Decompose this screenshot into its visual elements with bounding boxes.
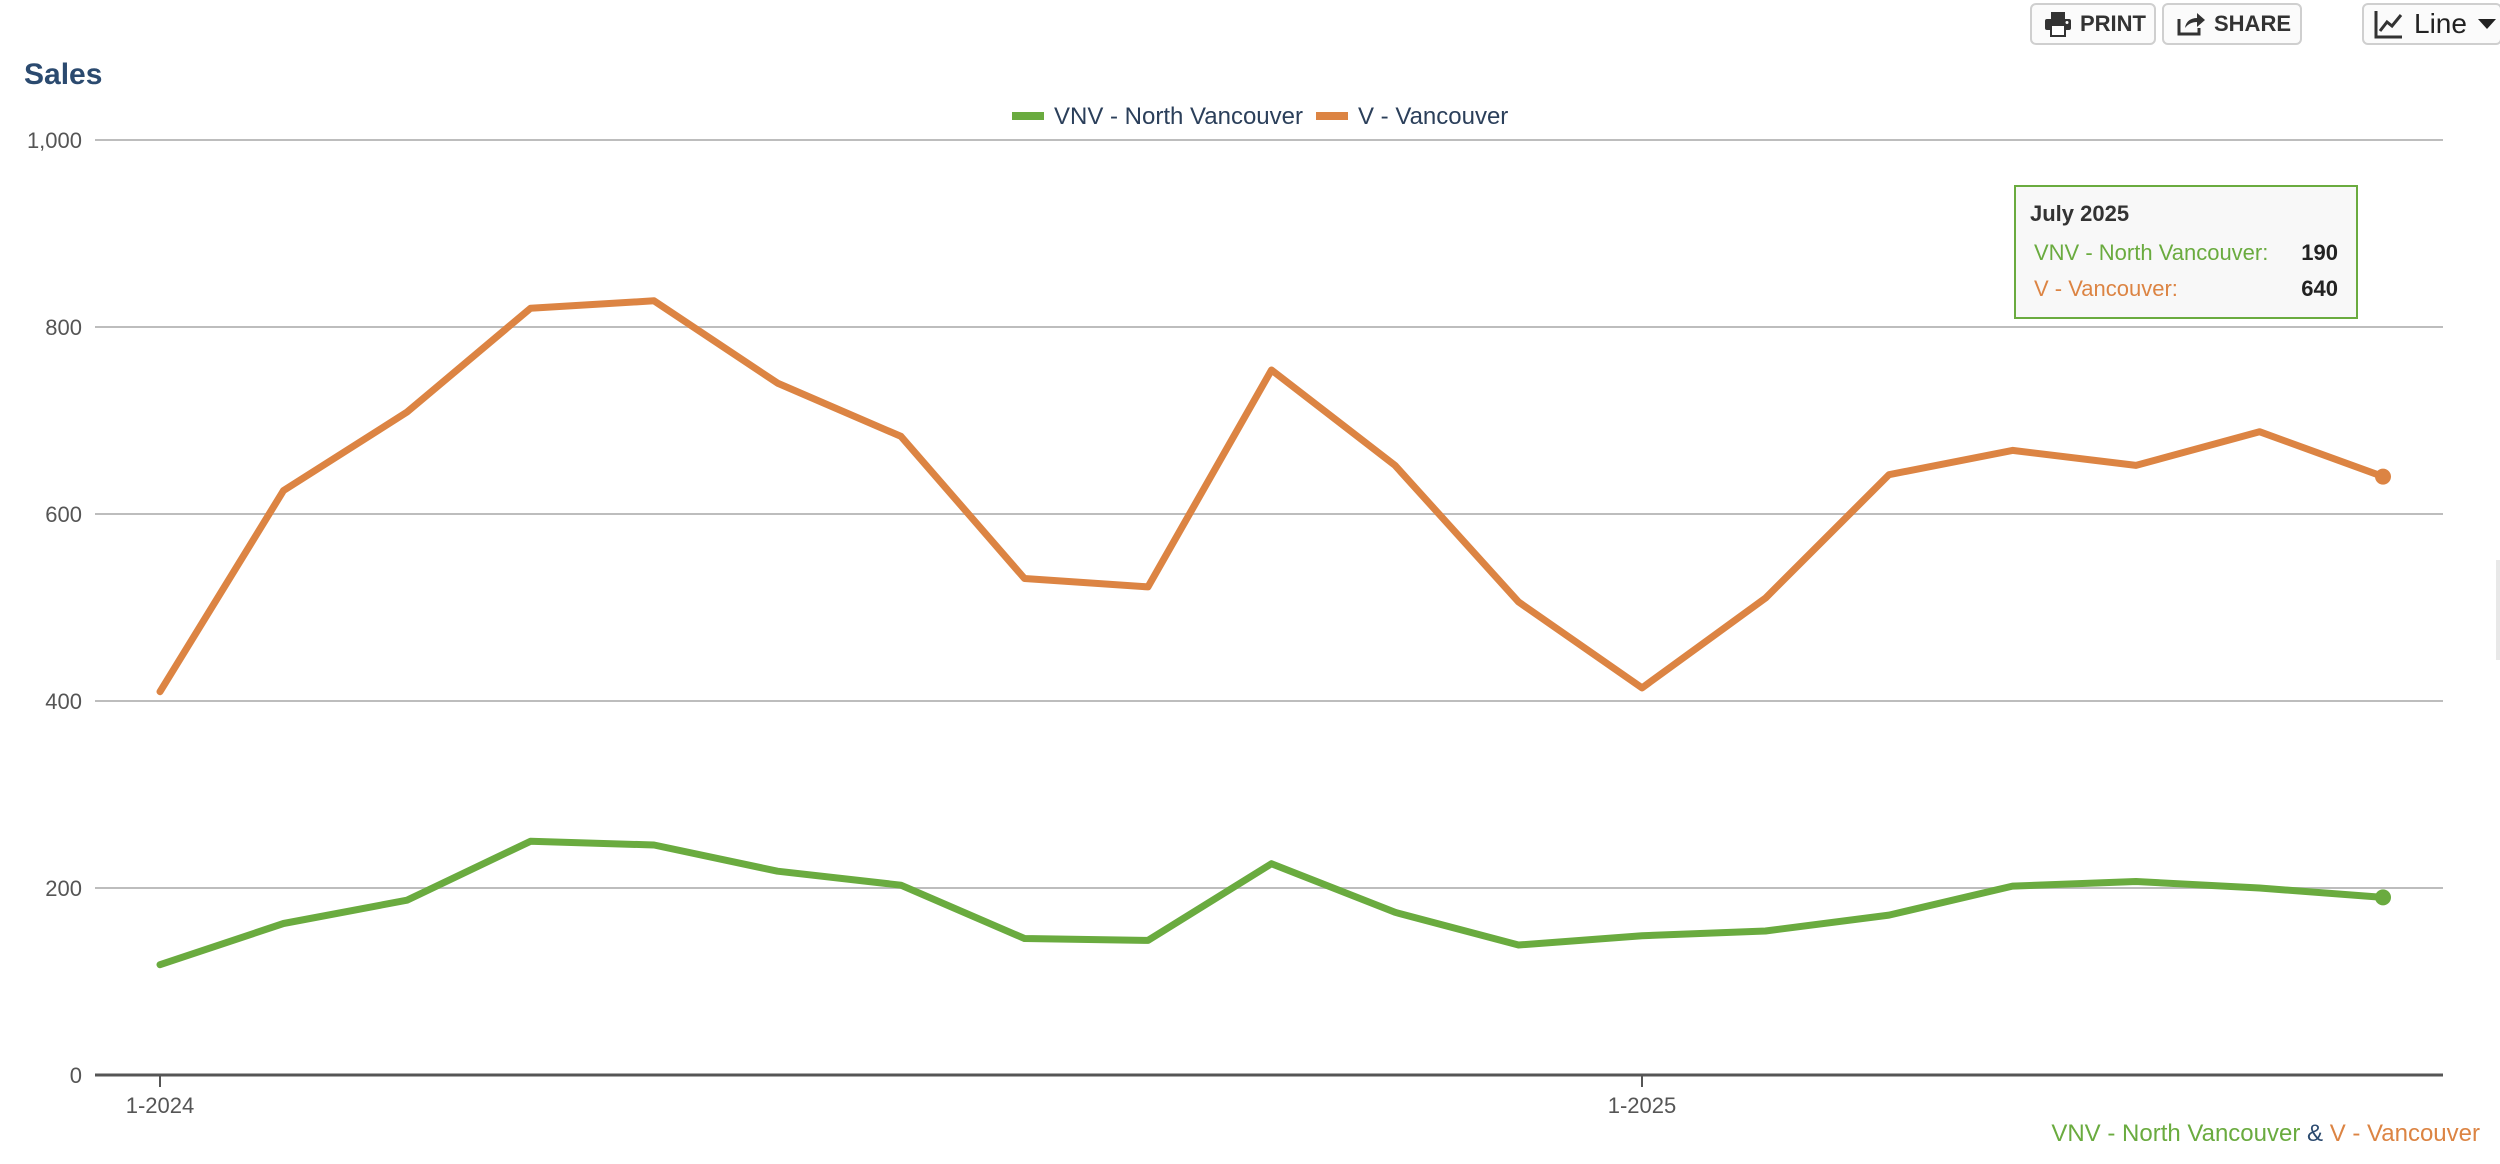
x-tick-label: 1-2024 (126, 1093, 195, 1118)
tooltip-row-vancouver: V - Vancouver: 640 (2030, 271, 2342, 307)
series-line-vnv-north-vancouver (156, 837, 2387, 969)
y-tick-label: 600 (45, 502, 82, 527)
footer-series-caption: VNV - North Vancouver & V - Vancouver (2051, 1120, 2480, 1148)
series-line-v-vancouver (156, 297, 2387, 696)
tooltip-label: VNV - North Vancouver: (2034, 240, 2269, 265)
footer-series-vancouver: V - Vancouver (2329, 1120, 2480, 1147)
printer-icon (2044, 11, 2072, 37)
print-label: PRINT (2080, 11, 2146, 36)
share-button[interactable]: SHARE (2162, 3, 2302, 45)
page-title: Sales (24, 58, 103, 91)
footer-series-north-vancouver: VNV - North Vancouver (2051, 1120, 2301, 1147)
share-icon (2176, 11, 2206, 37)
tooltip-row-north-vancouver: VNV - North Vancouver: 190 (2030, 235, 2342, 271)
share-label: SHARE (2214, 11, 2292, 36)
tooltip-value: 640 (2301, 276, 2338, 301)
series-point-v-vancouver (2375, 468, 2391, 485)
y-tick-label: 800 (45, 315, 82, 340)
chart-tooltip: July 2025 VNV - North Vancouver: 190 V -… (2014, 185, 2358, 319)
legend-label-vnv-north-vancouver: VNV - North Vancouver (1054, 103, 1303, 130)
line-chart-icon (2374, 9, 2404, 39)
y-tick-label: 200 (45, 876, 82, 901)
series-point-vnv-north-vancouver (2375, 889, 2391, 906)
x-tick-label: 1-2025 (1608, 1093, 1677, 1118)
legend-label-v-vancouver: V - Vancouver (1358, 103, 1508, 130)
tooltip-label: V - Vancouver: (2034, 276, 2178, 301)
chart-type-select[interactable]: Line (2362, 3, 2500, 45)
chart-type-label: Line (2414, 8, 2467, 39)
chevron-down-icon (2477, 18, 2497, 30)
y-tick-label: 400 (45, 689, 82, 714)
y-tick-label: 1,000 (27, 128, 82, 153)
tooltip-title: July 2025 (2030, 201, 2130, 226)
footer-joiner: & (2307, 1120, 2324, 1147)
print-button[interactable]: PRINT (2030, 3, 2156, 45)
y-tick-label: 0 (70, 1063, 82, 1088)
tooltip-value: 190 (2301, 240, 2338, 265)
scrollbar[interactable] (2496, 560, 2500, 660)
